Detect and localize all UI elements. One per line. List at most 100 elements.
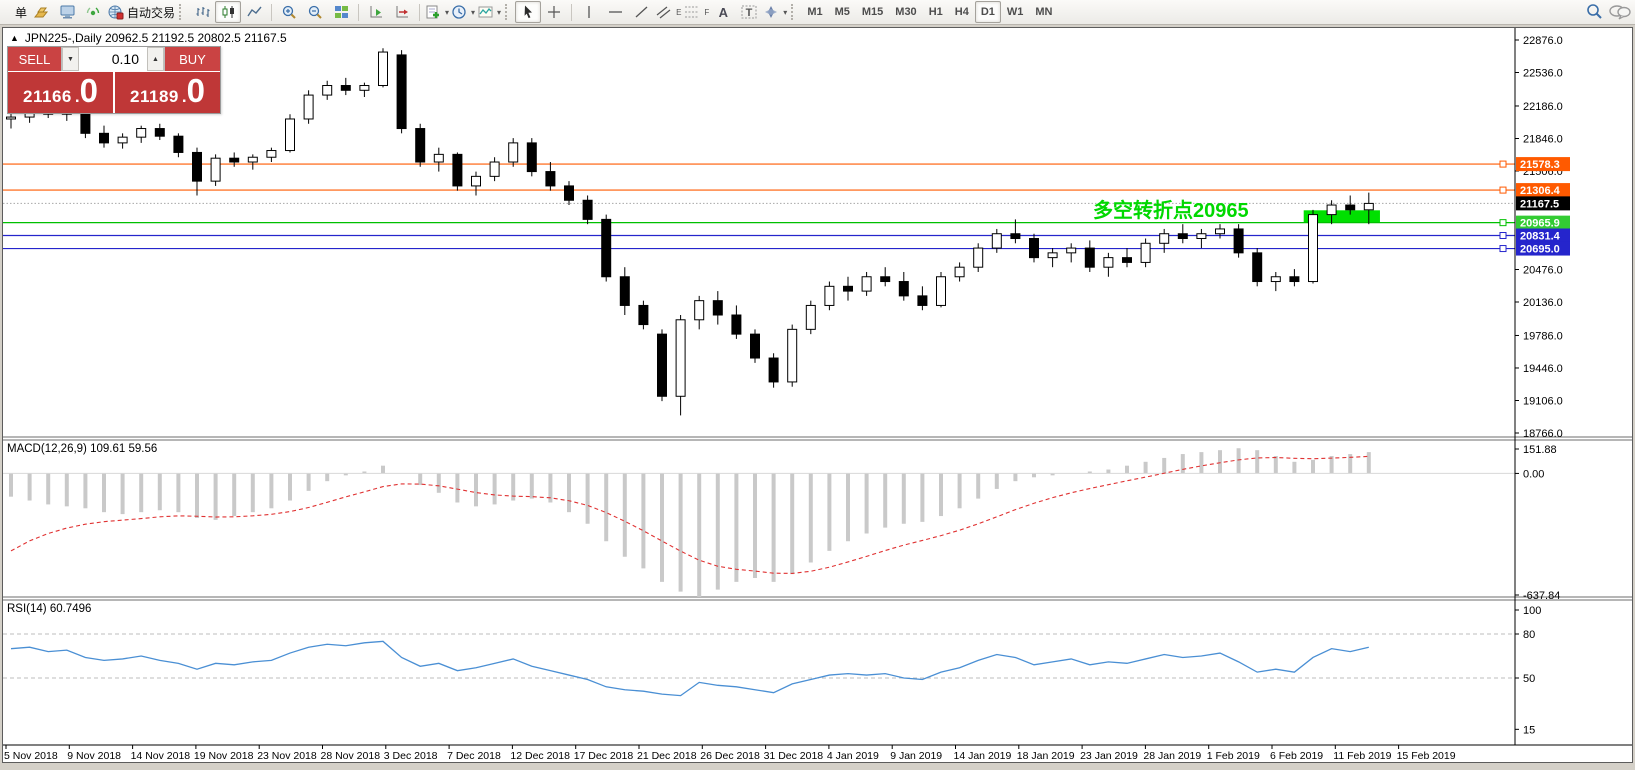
channel-button[interactable]: E <box>654 1 682 23</box>
candle <box>247 156 258 163</box>
price-chart[interactable]: 22876.022536.022186.021846.021506.020476… <box>3 28 1632 762</box>
timeframe-button-M30[interactable]: M30 <box>895 6 917 18</box>
chat-button[interactable] <box>1607 1 1633 23</box>
level-line-handle[interactable] <box>1499 245 1507 253</box>
date-label: 3 Dec 2018 <box>384 750 438 762</box>
candle <box>694 300 705 321</box>
candle <box>973 247 984 268</box>
price-tag-label: 21306.4 <box>1520 185 1561 197</box>
horizontal-line-icon <box>608 11 622 13</box>
axis-tick-label: 22536.0 <box>1523 68 1563 80</box>
templates-button[interactable]: ▾ <box>476 1 502 23</box>
text-label-button[interactable]: T <box>736 1 762 23</box>
zoom-in-button[interactable] <box>276 1 302 23</box>
candle <box>489 161 500 177</box>
level-line-handle[interactable] <box>1499 232 1507 240</box>
pivot-annotation[interactable]: 多空转折点20965 <box>1093 198 1249 222</box>
search-button[interactable] <box>1581 1 1607 23</box>
new-order-button[interactable]: 单 <box>2 1 28 23</box>
price-tag-label: 20965.9 <box>1520 218 1560 230</box>
text-button[interactable]: A <box>710 1 736 23</box>
level-line-handle[interactable] <box>1499 160 1507 168</box>
candle <box>1233 228 1244 254</box>
candle <box>657 333 667 397</box>
tile-windows-button[interactable] <box>328 1 354 23</box>
text-label-icon: T <box>741 5 757 19</box>
timeframe-button-M5[interactable]: M5 <box>834 6 850 18</box>
candle <box>359 85 370 91</box>
timeframe-group: M1 M5 M15 M30 H1 H4 D1 W1 MN <box>801 1 1058 23</box>
date-label: 14 Nov 2018 <box>131 750 191 762</box>
collapse-arrow-icon[interactable]: ▲ <box>10 33 19 43</box>
rsi-label: RSI(14) 60.7496 <box>7 603 91 615</box>
candle <box>880 276 891 283</box>
candlestick-chart-button[interactable] <box>215 1 242 23</box>
candle <box>1196 233 1207 240</box>
volume-decrease-button[interactable]: ▼ <box>62 47 79 71</box>
candle <box>1363 202 1374 211</box>
metaeditor-button[interactable] <box>54 1 80 23</box>
chart-shift-button[interactable] <box>389 1 415 23</box>
candle <box>210 157 221 182</box>
buy-price-box[interactable]: 21189 . 0 <box>115 72 220 113</box>
price-tag <box>1516 228 1570 243</box>
gold-button[interactable] <box>28 1 54 23</box>
autotrading-button[interactable]: 自动交易 <box>106 1 176 23</box>
new-chart-button[interactable]: ▾ <box>424 1 450 23</box>
toolbar-separator <box>358 3 360 21</box>
timeframe-button-D1[interactable]: D1 <box>974 1 1001 23</box>
fibonacci-button[interactable]: F <box>682 1 710 23</box>
level-line-handle[interactable] <box>1499 186 1507 194</box>
line-chart-button[interactable] <box>241 1 267 23</box>
cursor-button[interactable] <box>515 1 542 23</box>
axis-tick-label: 20476.0 <box>1523 264 1563 276</box>
candle <box>6 116 16 120</box>
candle <box>1177 233 1188 240</box>
chart-window[interactable]: ▲ JPN225-,Daily 20962.5 21192.5 20802.5 … <box>2 27 1633 763</box>
terminal-icon <box>60 5 74 19</box>
timeframe-button-H4[interactable]: H4 <box>954 6 969 18</box>
timeframe-button-MN[interactable]: MN <box>1035 6 1053 18</box>
sell-price-box[interactable]: 21166 . 0 <box>8 72 113 113</box>
timeframe-button-W1[interactable]: W1 <box>1006 6 1024 18</box>
highlight-zone[interactable] <box>1303 210 1380 223</box>
level-line-handle[interactable] <box>1499 219 1507 227</box>
trendline-button[interactable] <box>628 1 654 23</box>
candle <box>564 185 574 201</box>
candle <box>768 357 779 383</box>
candle <box>1270 276 1281 283</box>
sell-button[interactable]: SELL <box>8 47 61 71</box>
candle <box>396 54 407 130</box>
volume-increase-button[interactable]: ▲ <box>147 47 164 71</box>
date-label: 4 Jan 2019 <box>827 750 879 762</box>
candle <box>638 304 649 326</box>
shapes-button[interactable]: ▾ <box>762 1 788 23</box>
vertical-line-button[interactable] <box>576 1 602 23</box>
periods-button[interactable]: ▾ <box>450 1 476 23</box>
candle <box>750 333 760 359</box>
candle <box>824 285 835 306</box>
volume-field[interactable]: 0.10 <box>79 47 147 71</box>
signals-button[interactable] <box>80 1 106 23</box>
candle <box>861 276 872 292</box>
price-tag-label: 21578.3 <box>1520 159 1560 171</box>
bar-chart-button[interactable] <box>189 1 215 23</box>
candle <box>936 276 946 306</box>
chat-icon <box>1609 5 1631 20</box>
auto-scroll-button[interactable] <box>363 1 389 23</box>
timeframe-button-M15[interactable]: M15 <box>861 6 884 18</box>
crosshair-button[interactable] <box>541 1 567 23</box>
axis-tick-label: 19446.0 <box>1523 363 1563 375</box>
cursor-icon <box>524 5 532 19</box>
buy-price-pips: 0 <box>186 72 205 109</box>
zoom-out-button[interactable] <box>302 1 328 23</box>
chart-title: JPN225-,Daily 20962.5 21192.5 20802.5 21… <box>24 31 287 45</box>
candle <box>1103 257 1114 268</box>
buy-button[interactable]: BUY <box>165 47 220 71</box>
candle <box>675 319 686 397</box>
zoom-in-icon <box>282 5 296 19</box>
horizontal-line-button[interactable] <box>602 1 628 23</box>
autotrading-icon <box>108 5 124 20</box>
timeframe-button-M1[interactable]: M1 <box>807 6 823 18</box>
timeframe-button-H1[interactable]: H1 <box>928 6 943 18</box>
